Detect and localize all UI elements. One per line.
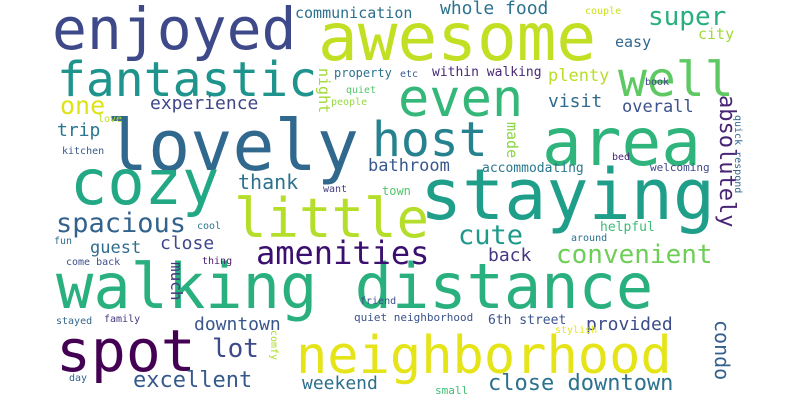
word: come back — [66, 257, 121, 268]
word: etc — [400, 69, 419, 80]
word: one — [60, 91, 106, 120]
word: want — [323, 184, 348, 195]
word: thing — [202, 256, 233, 267]
word: back — [488, 245, 532, 266]
word: excellent — [133, 368, 253, 393]
word: family — [104, 314, 141, 325]
word: accommodating — [482, 161, 584, 176]
word: walking distance — [56, 250, 654, 323]
word: area — [542, 104, 701, 181]
word: helpful — [600, 220, 655, 235]
word: town — [382, 184, 411, 198]
word: couple — [585, 6, 622, 17]
word: super — [648, 2, 727, 32]
word: cool — [197, 221, 222, 232]
word: host — [372, 112, 488, 168]
word: enjoyed — [52, 0, 297, 63]
word: fun — [54, 236, 73, 247]
word: within walking — [432, 65, 542, 80]
word: well — [618, 52, 734, 108]
word: condo — [710, 320, 734, 381]
word: easy — [615, 33, 652, 51]
word: kitchen — [62, 146, 105, 157]
word: trip — [57, 120, 101, 141]
word: absolutely — [714, 95, 739, 228]
word: bed — [612, 152, 631, 163]
word: whole food — [440, 0, 549, 19]
word: made — [503, 122, 521, 159]
word: experience — [150, 93, 259, 114]
word: night — [315, 68, 333, 114]
word: city — [698, 25, 735, 43]
word: thank — [238, 170, 299, 194]
word: quick respond — [732, 115, 743, 194]
word: lot — [212, 334, 259, 364]
word: visit — [548, 91, 603, 112]
word: day — [69, 373, 88, 384]
word: staying — [420, 154, 716, 236]
word: welcoming — [650, 161, 710, 174]
word: convenient — [556, 240, 713, 270]
word: amenities — [256, 234, 430, 272]
word: book — [645, 77, 670, 88]
word: fantastic — [57, 52, 318, 108]
word: bathroom — [368, 156, 450, 176]
word: quiet — [346, 85, 377, 96]
word: 6th street — [488, 313, 567, 328]
word: quiet neighborhood — [354, 311, 474, 324]
word: cozy — [70, 146, 220, 219]
word: even — [398, 69, 524, 129]
word: stayed — [56, 316, 93, 327]
word: neighborhood — [296, 326, 672, 386]
word: people — [331, 97, 368, 108]
word: love — [98, 114, 123, 125]
word: spacious — [56, 208, 187, 239]
word: friend — [360, 296, 397, 307]
word: close downtown — [488, 371, 674, 396]
word: cute — [458, 220, 524, 251]
word: weekend — [302, 373, 378, 394]
word: spot — [56, 317, 196, 385]
word: guest — [90, 238, 142, 258]
word: lovely — [106, 105, 359, 187]
word: little — [234, 187, 430, 250]
word: communication — [295, 4, 413, 22]
word: stylish — [555, 325, 598, 336]
word: property — [334, 66, 392, 80]
word: small — [435, 384, 469, 397]
word: awesome — [318, 0, 597, 76]
word: overall — [622, 97, 694, 117]
word: plenty — [548, 66, 610, 86]
word: downtown — [194, 314, 281, 335]
word: provided — [586, 314, 673, 335]
word: around — [571, 233, 608, 244]
word: much — [167, 262, 186, 301]
word: comfy — [268, 330, 279, 361]
word: close — [160, 233, 215, 254]
